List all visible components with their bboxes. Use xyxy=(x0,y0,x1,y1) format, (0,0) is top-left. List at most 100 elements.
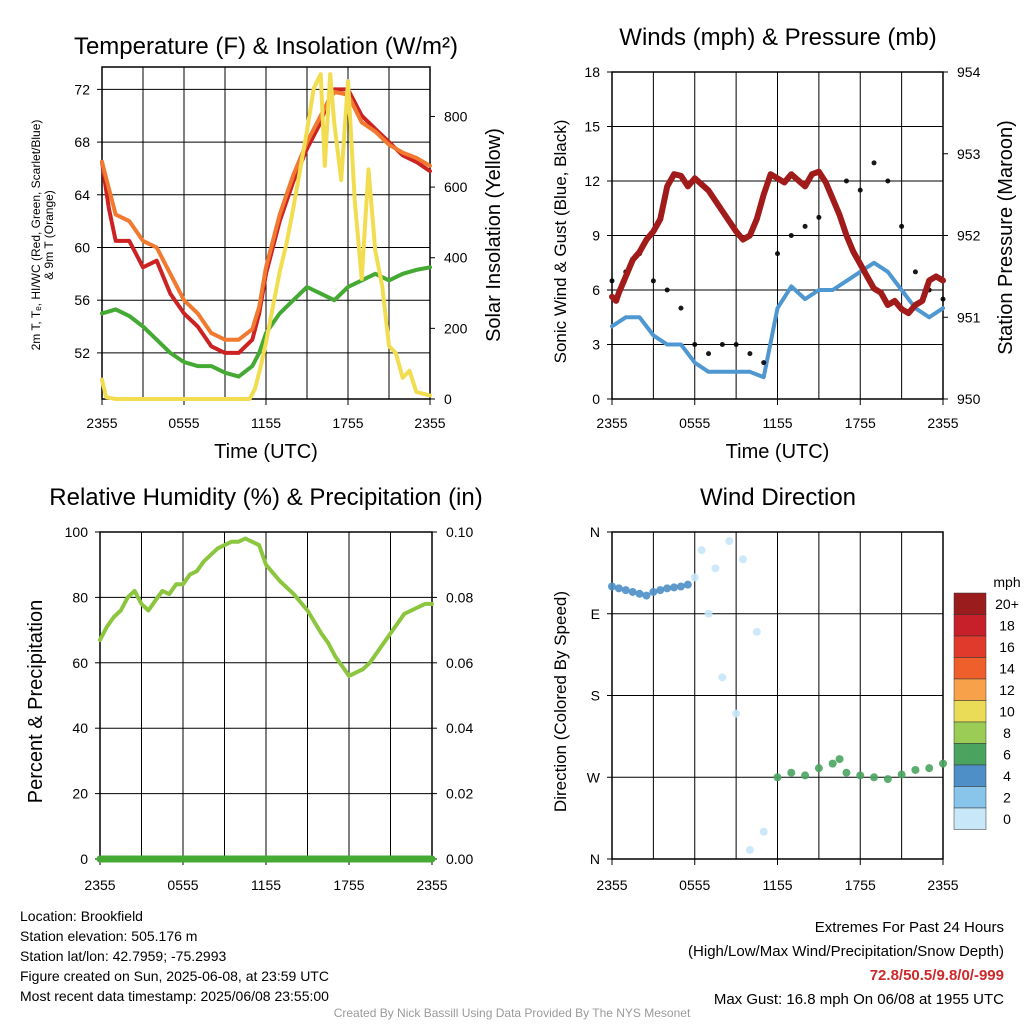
y-right-tick-label: 952 xyxy=(957,228,981,244)
data-point xyxy=(759,827,768,836)
y-right-tick-label: 600 xyxy=(444,179,468,195)
legend-swatch xyxy=(953,678,987,701)
y-tick-label: N xyxy=(590,851,600,867)
data-point xyxy=(911,765,920,774)
data-point xyxy=(925,764,934,773)
series-line xyxy=(100,72,432,401)
y-tick-label: E xyxy=(591,606,600,622)
legend-swatch xyxy=(953,592,987,615)
data-point xyxy=(788,233,794,238)
max-gust-text: Max Gust: 16.8 mph On 06/08 at 1955 UTC xyxy=(713,991,1004,1008)
x-tick-label: 1155 xyxy=(762,415,792,431)
data-point xyxy=(642,591,651,600)
data-point xyxy=(725,537,734,546)
legend-swatch xyxy=(953,764,987,787)
y-axis-label: Sonic Wind & Gust (Blue, Black) xyxy=(551,120,570,364)
data-point xyxy=(773,773,782,782)
y-tick-label: 6 xyxy=(592,282,600,298)
data-point xyxy=(883,775,892,784)
y-tick-label: N xyxy=(590,524,600,540)
y-axis-label: Direction (Colored By Speed) xyxy=(551,591,570,812)
data-point xyxy=(608,582,616,591)
y-tick-label: 0 xyxy=(80,851,88,867)
data-point xyxy=(828,759,837,768)
data-point xyxy=(732,709,741,718)
data-point xyxy=(692,342,698,347)
data-point xyxy=(802,223,808,229)
data-point xyxy=(747,351,753,357)
x-tick-label: 2355 xyxy=(414,415,445,431)
created-text: Figure created on Sun, 2025-06-08, at 23… xyxy=(20,968,329,984)
data-point xyxy=(678,305,684,311)
y-tick-label: 64 xyxy=(74,187,90,203)
extremes-title: Extremes For Past 24 Hours xyxy=(814,919,1004,936)
y-tick-label: 12 xyxy=(584,173,600,189)
recent-data-text: Most recent data timestamp: 2025/06/08 2… xyxy=(20,988,329,1004)
y-tick-label: S xyxy=(591,688,600,704)
legend-label: 10 xyxy=(999,704,1015,720)
x-tick-label: 2355 xyxy=(927,415,958,431)
legend-label: 2 xyxy=(1003,790,1011,806)
y-tick-label: W xyxy=(587,769,601,785)
x-tick-label: 0555 xyxy=(167,877,198,893)
x-tick-label: 0555 xyxy=(679,415,710,431)
latlon-text: Station lat/lon: 42.7959; -75.2993 xyxy=(20,948,227,964)
data-point xyxy=(628,587,637,596)
x-tick-label: 1155 xyxy=(762,877,792,893)
y-tick-label: 20 xyxy=(72,786,88,802)
legend-swatch xyxy=(953,700,987,723)
data-point xyxy=(775,251,780,257)
data-point xyxy=(814,764,823,773)
y-right-axis-label: Solar Insolation (Yellow) xyxy=(483,128,505,342)
chart-title: Relative Humidity (%) & Precipitation (i… xyxy=(49,484,482,511)
x-tick-label: 2355 xyxy=(416,877,447,893)
data-point xyxy=(843,178,849,184)
y-tick-label: 15 xyxy=(584,119,600,135)
y-tick-label: 100 xyxy=(65,524,89,540)
y-tick-label: 18 xyxy=(584,64,600,80)
series-line xyxy=(100,90,432,342)
data-point xyxy=(670,583,679,592)
x-tick-label: 1755 xyxy=(845,877,876,893)
data-point xyxy=(899,223,905,229)
data-point xyxy=(690,573,699,582)
chart-title: Winds (mph) & Pressure (mb) xyxy=(619,24,936,51)
y-axis-label: 2m T, Tₑ, HI/WC (Red, Green, Scarlet/Blu… xyxy=(29,120,43,351)
data-point xyxy=(761,360,767,366)
series-group xyxy=(608,537,947,854)
data-point xyxy=(871,160,877,166)
y-tick-label: 60 xyxy=(72,655,88,671)
y-right-tick-label: 0.02 xyxy=(446,786,473,802)
y-tick-label: 68 xyxy=(74,134,90,150)
extremes-values: 72.8/50.5/9.8/0/-999 xyxy=(869,967,1004,984)
legend-swatch xyxy=(953,721,987,744)
x-tick-label: 1755 xyxy=(845,415,876,431)
legend-swatch xyxy=(953,635,987,658)
y-right-tick-label: 0.00 xyxy=(446,851,473,867)
data-point xyxy=(711,564,720,573)
data-point xyxy=(635,589,644,598)
data-point xyxy=(718,673,727,682)
legend-swatch xyxy=(953,807,987,830)
chart-title: Temperature (F) & Insolation (W/m²) xyxy=(74,33,458,60)
y-tick-label: 56 xyxy=(74,292,90,308)
data-point xyxy=(697,546,706,555)
data-point xyxy=(621,586,630,595)
elevation-text: Station elevation: 505.176 m xyxy=(20,928,198,944)
station-info: Location: Brookfield Station elevation: … xyxy=(20,906,329,1006)
series-group xyxy=(100,72,432,401)
legend-swatch xyxy=(953,657,987,680)
y-right-tick-label: 0.04 xyxy=(446,720,473,736)
y-right-tick-label: 0.10 xyxy=(446,524,473,540)
data-point xyxy=(719,342,725,347)
data-point xyxy=(739,555,748,564)
data-point xyxy=(870,773,879,782)
data-point xyxy=(939,759,947,768)
data-point xyxy=(801,771,810,780)
legend-label: 0 xyxy=(1003,811,1011,827)
y-tick-label: 52 xyxy=(74,345,90,361)
x-tick-label: 2355 xyxy=(86,415,117,431)
data-point xyxy=(676,582,685,591)
x-tick-label: 1755 xyxy=(333,877,364,893)
x-axis-label: Time (UTC) xyxy=(214,441,318,463)
